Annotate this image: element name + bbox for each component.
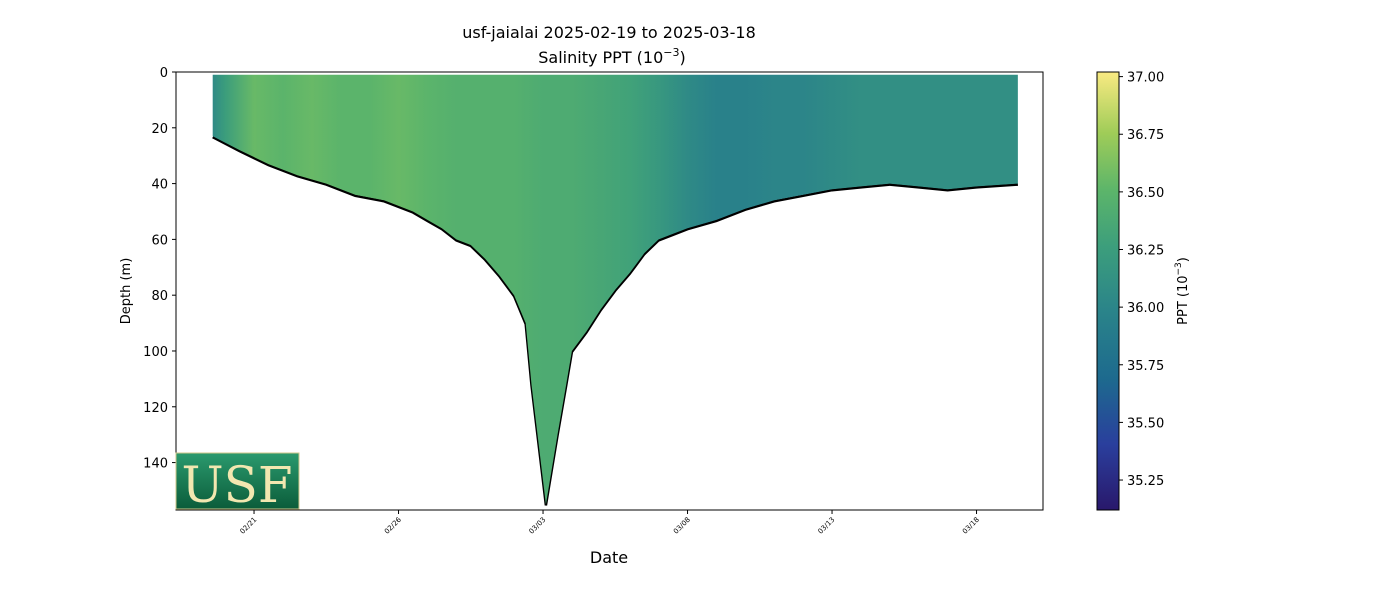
y-tick-label: 100 <box>143 345 168 360</box>
x-tick-label: 03/03 <box>528 516 548 536</box>
colorbar-label: PPT (10−3) <box>1174 257 1191 325</box>
colorbar-tick-label: 35.50 <box>1127 416 1164 431</box>
plot-frame <box>175 71 1044 511</box>
y-tick-label: 20 <box>151 122 168 137</box>
y-tick-label: 80 <box>151 289 168 304</box>
colorbar-tick-label: 36.50 <box>1127 186 1164 201</box>
chart-subtitle: Salinity PPT (10−3) <box>538 46 686 67</box>
colorbar-label-exponent: −3 <box>1174 262 1184 275</box>
x-axis: 02/21 02/26 03/03 03/08 03/13 03/18 <box>239 510 981 536</box>
colorbar-tick-label: 36.25 <box>1127 244 1164 259</box>
y-tick-label: 140 <box>143 457 168 472</box>
x-axis-label: Date <box>590 548 628 567</box>
colorbar-tick-label: 35.75 <box>1127 359 1164 374</box>
x-tick-label: 03/13 <box>817 516 837 536</box>
y-axis: 0 20 40 60 80 100 120 140 <box>143 66 176 472</box>
x-tick-label: 02/26 <box>383 515 403 535</box>
chart-title: usf-jaialai 2025-02-19 to 2025-03-18 <box>462 23 756 42</box>
colorbar-tick-label: 36.75 <box>1127 128 1164 143</box>
y-tick-label: 60 <box>151 233 168 248</box>
y-tick-label: 40 <box>151 178 168 193</box>
salinity-field <box>212 74 1018 505</box>
y-tick-label: 0 <box>160 66 168 81</box>
svg-text:USF: USF <box>181 456 292 514</box>
x-tick-label: 03/08 <box>672 516 692 536</box>
colorbar-tick-label: 36.00 <box>1127 301 1164 316</box>
usf-logo: USF <box>175 452 300 514</box>
subtitle-exponent: −3 <box>663 46 679 59</box>
x-tick-label: 03/18 <box>961 516 981 536</box>
colorbar-tick-label: 35.25 <box>1127 474 1164 489</box>
y-axis-label: Depth (m) <box>119 258 134 325</box>
x-tick-label: 02/21 <box>239 516 259 536</box>
colorbar-ticks: 37.00 36.75 36.50 36.25 36.00 35.75 35.50 35.25 <box>1119 71 1164 489</box>
y-tick-label: 120 <box>143 401 168 416</box>
colorbar-tick-label: 37.00 <box>1127 71 1164 86</box>
seafloor-edge <box>212 136 1018 506</box>
colorbar <box>1096 71 1120 511</box>
